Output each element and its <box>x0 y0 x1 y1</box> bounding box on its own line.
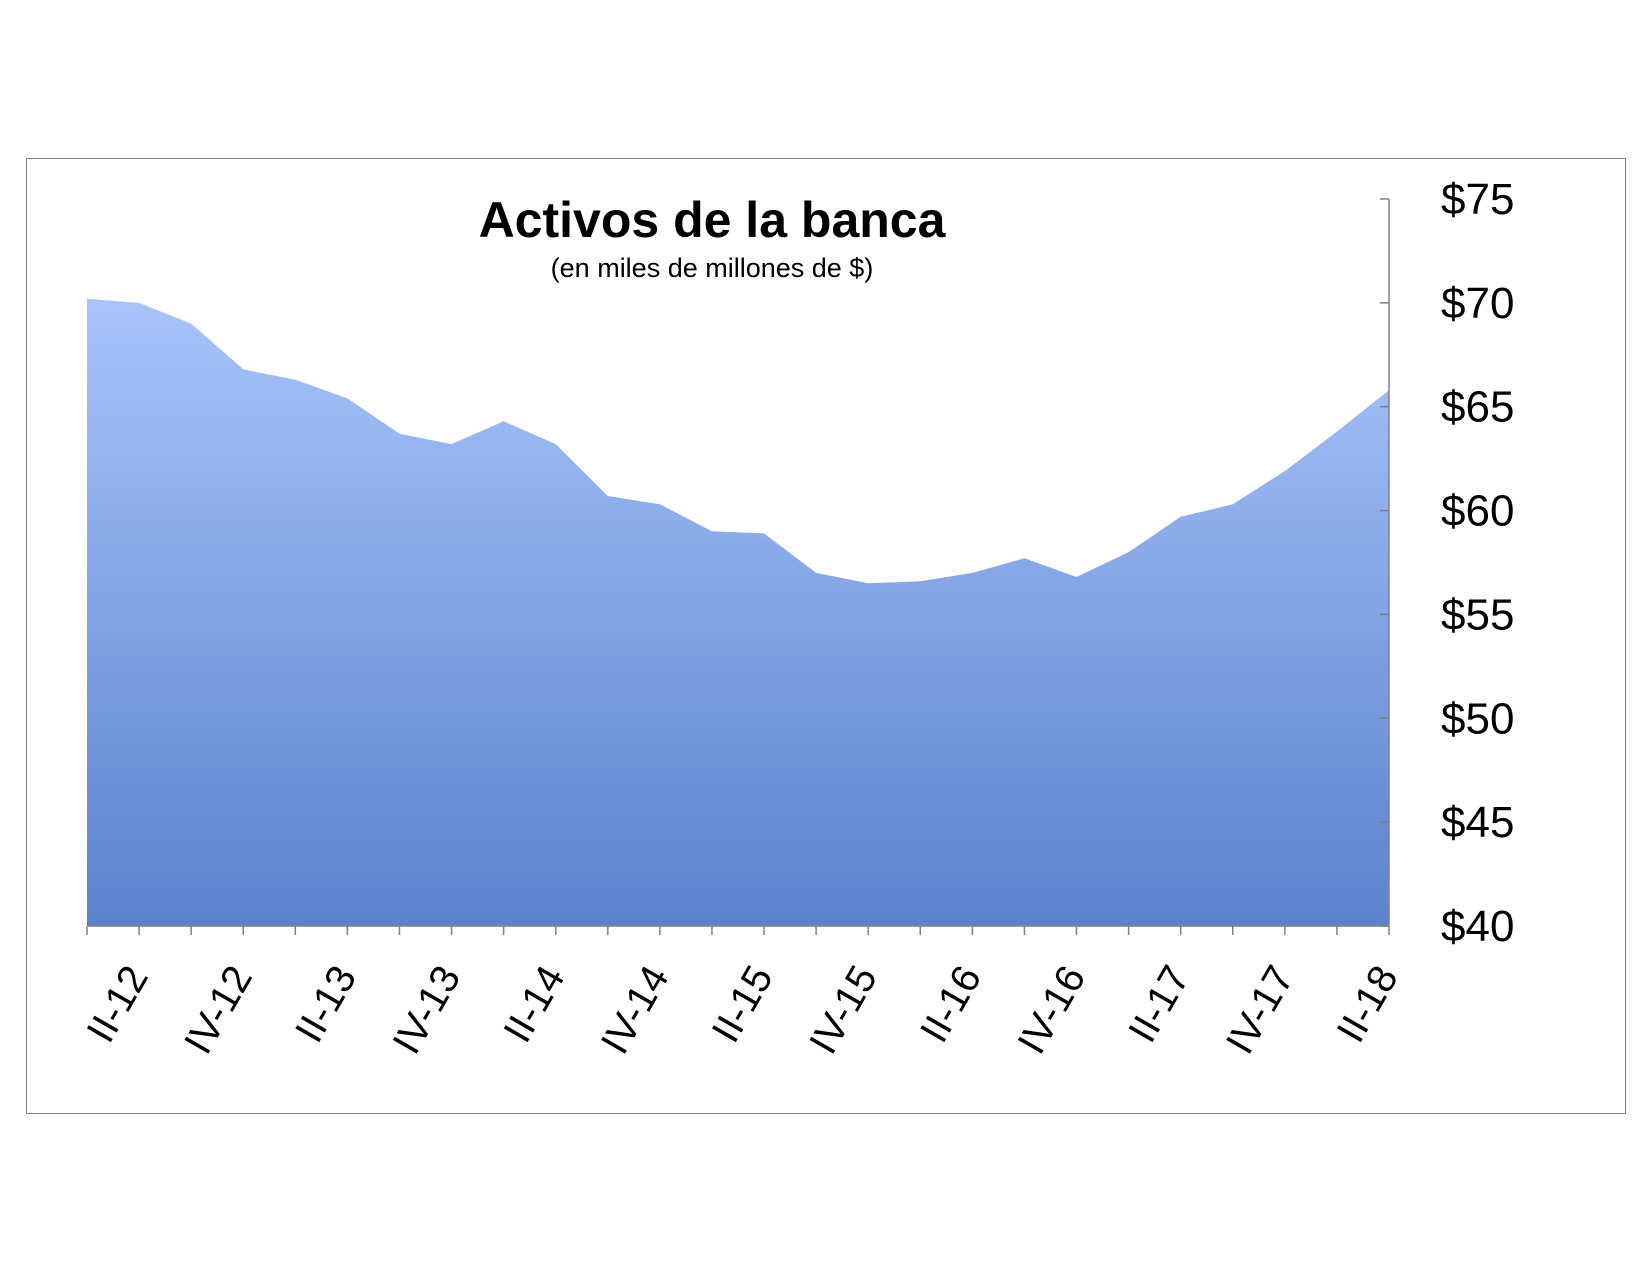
y-axis-ticks: $40 $45 $50 $55 $60 $65 $70 $75 <box>1380 175 1514 951</box>
y-tick-label: $55 <box>1441 590 1514 639</box>
chart-title: Activos de la banca <box>479 192 947 248</box>
axis-layer <box>86 199 1390 935</box>
y-tick-label: $65 <box>1441 383 1514 432</box>
area-chart: Activos de la banca (en miles de millone… <box>79 175 1515 1062</box>
x-tick-label: IV-13 <box>385 959 470 1062</box>
chart-subtitle: (en miles de millones de $) <box>551 253 874 283</box>
area-series <box>87 298 1389 926</box>
y-tick-label: $40 <box>1441 902 1514 951</box>
x-tick-label: II-17 <box>1120 959 1198 1050</box>
y-tick-label: $60 <box>1441 487 1514 536</box>
x-tick-label: IV-12 <box>176 959 261 1062</box>
x-tick-label: II-15 <box>704 959 782 1050</box>
x-axis-ticks: II-12 IV-12 II-13 IV-13 II-14 IV-14 II-15 IV-15… <box>79 959 1407 1062</box>
x-tick-label: II-14 <box>495 959 573 1050</box>
x-tick-label: IV-16 <box>1010 959 1095 1062</box>
x-tick-label: IV-17 <box>1218 959 1303 1062</box>
x-tick-label: IV-15 <box>801 959 886 1062</box>
y-tick-label: $75 <box>1441 175 1514 224</box>
area-layer <box>87 298 1389 926</box>
y-tick-label: $70 <box>1441 279 1514 328</box>
y-tick-label: $45 <box>1441 798 1514 847</box>
x-tick-label: IV-14 <box>593 959 678 1062</box>
x-tick-label: II-18 <box>1329 959 1407 1050</box>
chart-frame: Activos de la banca (en miles de millone… <box>26 158 1626 1114</box>
y-tick-label: $50 <box>1441 694 1514 743</box>
x-tick-label: II-16 <box>912 959 990 1050</box>
x-tick-label: II-13 <box>287 959 365 1050</box>
x-tick-label: II-12 <box>79 959 157 1050</box>
